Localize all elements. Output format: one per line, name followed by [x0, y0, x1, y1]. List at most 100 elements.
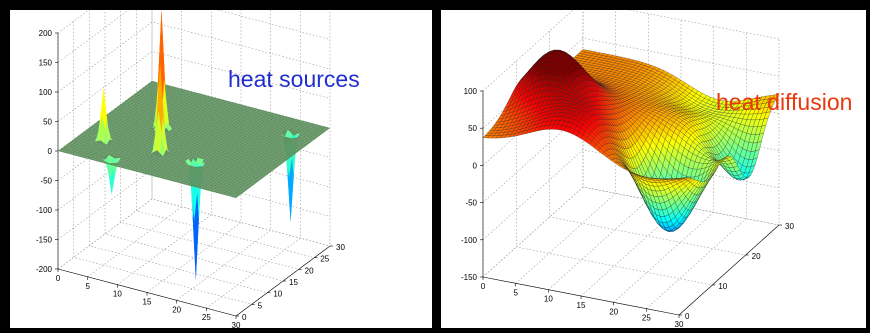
- surface-patch: [253, 114, 259, 117]
- surface-patch: [219, 113, 224, 116]
- surface-patch: [242, 162, 247, 165]
- surface-patch: [141, 135, 146, 138]
- surface-patch: [191, 152, 197, 154]
- surface-patch: [308, 136, 313, 139]
- surface-patch: [138, 101, 144, 104]
- surface-patch: [189, 118, 194, 120]
- surface-patch: [248, 127, 254, 130]
- surface-patch: [209, 126, 215, 129]
- surface-patch: [185, 132, 190, 135]
- surface-patch: [180, 112, 185, 115]
- surface-patch: [202, 143, 208, 146]
- surface-patch: [247, 122, 252, 125]
- surface-patch: [128, 97, 133, 100]
- surface-patch: [166, 90, 171, 92]
- surface-patch: [190, 129, 195, 132]
- surface-patch: [189, 174, 194, 177]
- surface-patch: [165, 174, 170, 177]
- surface-patch: [173, 129, 178, 132]
- surface-patch: [235, 116, 241, 119]
- surface-patch: [209, 180, 215, 183]
- surface-patch: [179, 125, 185, 127]
- surface-patch: [233, 186, 239, 189]
- surface-patch: [313, 127, 318, 130]
- surface-patch: [65, 150, 70, 153]
- surface-patch: [119, 155, 124, 157]
- surface-patch: [84, 136, 89, 139]
- surface-patch: [281, 156, 287, 159]
- surface-patch: [97, 150, 102, 153]
- surface-patch: [246, 138, 252, 140]
- surface-patch: [238, 150, 243, 152]
- surface-patch: [111, 143, 116, 146]
- surface-patch: [153, 81, 158, 84]
- surface-patch: [262, 147, 268, 149]
- surface-patch: [75, 137, 80, 139]
- surface-patch: [133, 165, 139, 168]
- z-tick-label: 0: [48, 147, 53, 156]
- surface-patch: [235, 119, 241, 122]
- surface-patch: [266, 111, 271, 114]
- surface-patch: [86, 155, 91, 158]
- surface-patch: [280, 121, 286, 124]
- surface-patch: [167, 101, 172, 104]
- surface-patch: [204, 109, 210, 112]
- surface-patch: [121, 123, 126, 126]
- surface-patch: [178, 176, 183, 179]
- surface-patch: [203, 188, 208, 191]
- surface-patch: [239, 188, 244, 191]
- surface-patch: [179, 158, 184, 161]
- surface-patch: [229, 157, 234, 159]
- surface-patch: [289, 150, 295, 153]
- surface-patch: [248, 157, 254, 160]
- surface-patch: [257, 139, 262, 142]
- surface-patch: [195, 143, 200, 146]
- surface-patch: [176, 160, 181, 163]
- surface-patch: [209, 99, 215, 102]
- surface-patch: [197, 136, 202, 138]
- surface-patch: [141, 159, 147, 162]
- surface-patch: [137, 150, 143, 153]
- surface-patch: [200, 178, 206, 180]
- surface-patch: [254, 152, 260, 155]
- surface-patch: [282, 120, 287, 123]
- surface-patch: [274, 126, 279, 129]
- surface-patch: [146, 162, 151, 164]
- surface-patch: [139, 169, 145, 172]
- surface-patch: [113, 117, 119, 120]
- surface-patch: [254, 135, 259, 138]
- surface-patch: [174, 131, 180, 134]
- surface-patch: [137, 129, 142, 132]
- surface-patch: [265, 127, 270, 130]
- surface-patch: [304, 131, 309, 133]
- surface-patch: [262, 153, 267, 156]
- surface-patch: [200, 187, 205, 190]
- surface-patch: [125, 159, 130, 162]
- surface-patch: [228, 148, 233, 151]
- surface-patch: [150, 174, 155, 177]
- surface-patch: [220, 169, 226, 172]
- surface-patch: [253, 127, 258, 130]
- surface-patch: [208, 112, 214, 115]
- surface-patch: [93, 132, 99, 135]
- surface-patch: [193, 150, 198, 153]
- surface-patch: [190, 150, 195, 152]
- surface-patch: [135, 160, 141, 163]
- surface-patch: [301, 130, 306, 133]
- surface-patch: [152, 100, 157, 103]
- surface-patch: [229, 180, 234, 183]
- surface-patch: [224, 130, 229, 133]
- surface-patch: [193, 100, 198, 103]
- surface-patch: [248, 136, 253, 139]
- surface-patch: [230, 135, 235, 138]
- surface-patch: [203, 167, 208, 170]
- surface-patch: [112, 151, 117, 154]
- surface-patch: [209, 132, 214, 135]
- surface-patch: [222, 117, 227, 120]
- surface-patch: [90, 125, 96, 128]
- surface-patch: [280, 118, 286, 121]
- surface-patch: [148, 169, 154, 171]
- surface-patch: [273, 145, 278, 147]
- surface-patch: [273, 148, 278, 151]
- surface-patch: [264, 148, 269, 151]
